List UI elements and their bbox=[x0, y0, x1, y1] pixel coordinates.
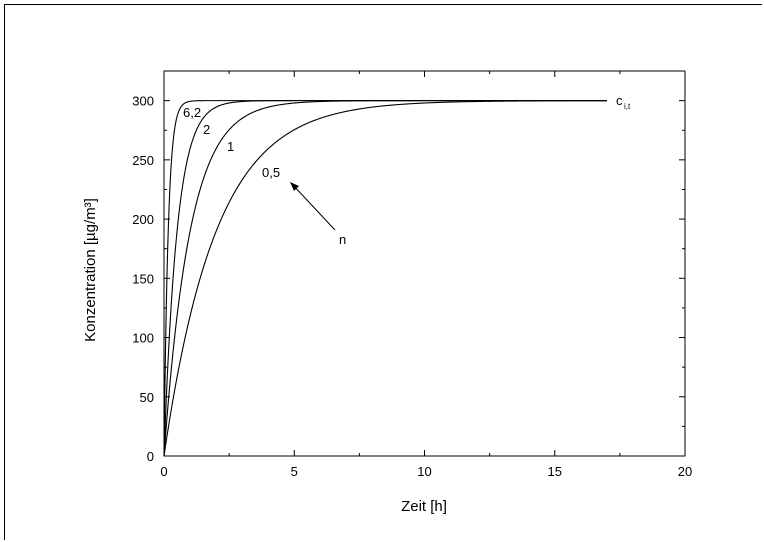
x-tick-label: 20 bbox=[678, 464, 692, 479]
x-tick-label: 5 bbox=[291, 464, 298, 479]
y-tick-label: 150 bbox=[132, 271, 154, 286]
x-tick-label: 10 bbox=[417, 464, 431, 479]
ceiling-label-subscript: i,t bbox=[624, 102, 631, 111]
plot-border bbox=[163, 70, 686, 457]
series-label-1: 1 bbox=[227, 139, 234, 154]
y-tick-label: 300 bbox=[132, 94, 154, 109]
plot-area bbox=[163, 70, 686, 457]
y-tick-label: 200 bbox=[132, 212, 154, 227]
y-axis-label: Konzentration [µg/m³] bbox=[82, 198, 99, 342]
arrow-label-n: n bbox=[339, 232, 346, 247]
series-label-6-2: 6,2 bbox=[183, 105, 201, 120]
y-tick-label: 100 bbox=[132, 331, 154, 346]
arrow-line bbox=[291, 183, 336, 231]
series-line-0-5 bbox=[163, 100, 607, 457]
series-label-0-5: 0,5 bbox=[262, 165, 280, 180]
arrow-head bbox=[290, 182, 299, 191]
series-lines bbox=[163, 100, 607, 457]
y-tick-label: 0 bbox=[147, 449, 154, 464]
figure-frame bbox=[4, 4, 762, 540]
x-tick-label: 0 bbox=[160, 464, 167, 479]
x-axis-label: Zeit [h] bbox=[401, 498, 447, 515]
ceiling-label-main: c bbox=[616, 93, 623, 108]
y-tick-label: 50 bbox=[140, 390, 154, 405]
ceiling-label: c bbox=[616, 93, 623, 108]
y-tick-label: 250 bbox=[132, 153, 154, 168]
series-label-2: 2 bbox=[203, 122, 210, 137]
x-tick-label: 15 bbox=[548, 464, 562, 479]
